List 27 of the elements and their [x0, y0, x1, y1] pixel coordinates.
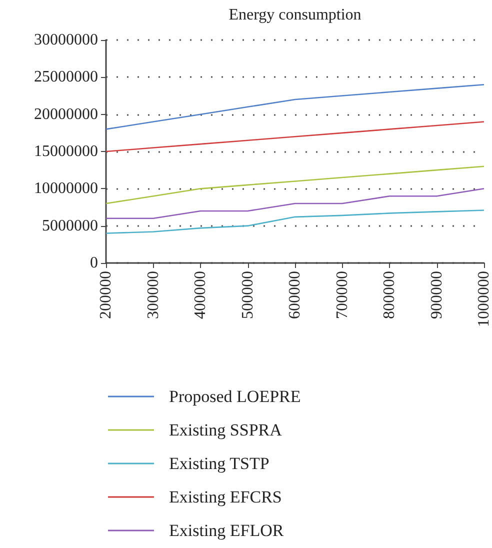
y-tick-label: 20000000 [34, 106, 98, 123]
y-tick-label: 15000000 [34, 143, 98, 160]
y-tick-label: 10000000 [34, 180, 98, 198]
x-tick-label: 400000 [192, 271, 209, 319]
x-tick-label: 500000 [239, 271, 256, 319]
y-tick-label: 25000000 [34, 68, 98, 86]
x-tick-label: 300000 [144, 271, 162, 319]
legend-label: Existing TSTP [169, 454, 270, 473]
legend-label: Existing EFLOR [169, 521, 284, 540]
legend-label: Existing SSPRA [169, 420, 283, 440]
y-tick-label: 5000000 [42, 217, 98, 234]
line-series [105, 188, 485, 220]
y-tick-label: 30000000 [34, 32, 98, 48]
x-tick-label: 1000000 [476, 271, 492, 327]
line-series [105, 166, 485, 204]
line-series [105, 210, 485, 234]
chart-title: Energy consumption [228, 6, 362, 24]
legend-label: Proposed LOEPRE [169, 387, 301, 406]
y-tick-label: 0 [90, 254, 98, 272]
x-tick-label: 600000 [286, 271, 304, 319]
legend-label: Existing EFCRS [169, 488, 282, 506]
x-tick-label: 900000 [428, 271, 446, 319]
line-series [105, 121, 485, 152]
line-series [105, 84, 485, 130]
x-tick-label: 800000 [381, 271, 398, 319]
x-tick-label: 200000 [98, 271, 114, 319]
x-tick-label: 700000 [334, 271, 351, 319]
